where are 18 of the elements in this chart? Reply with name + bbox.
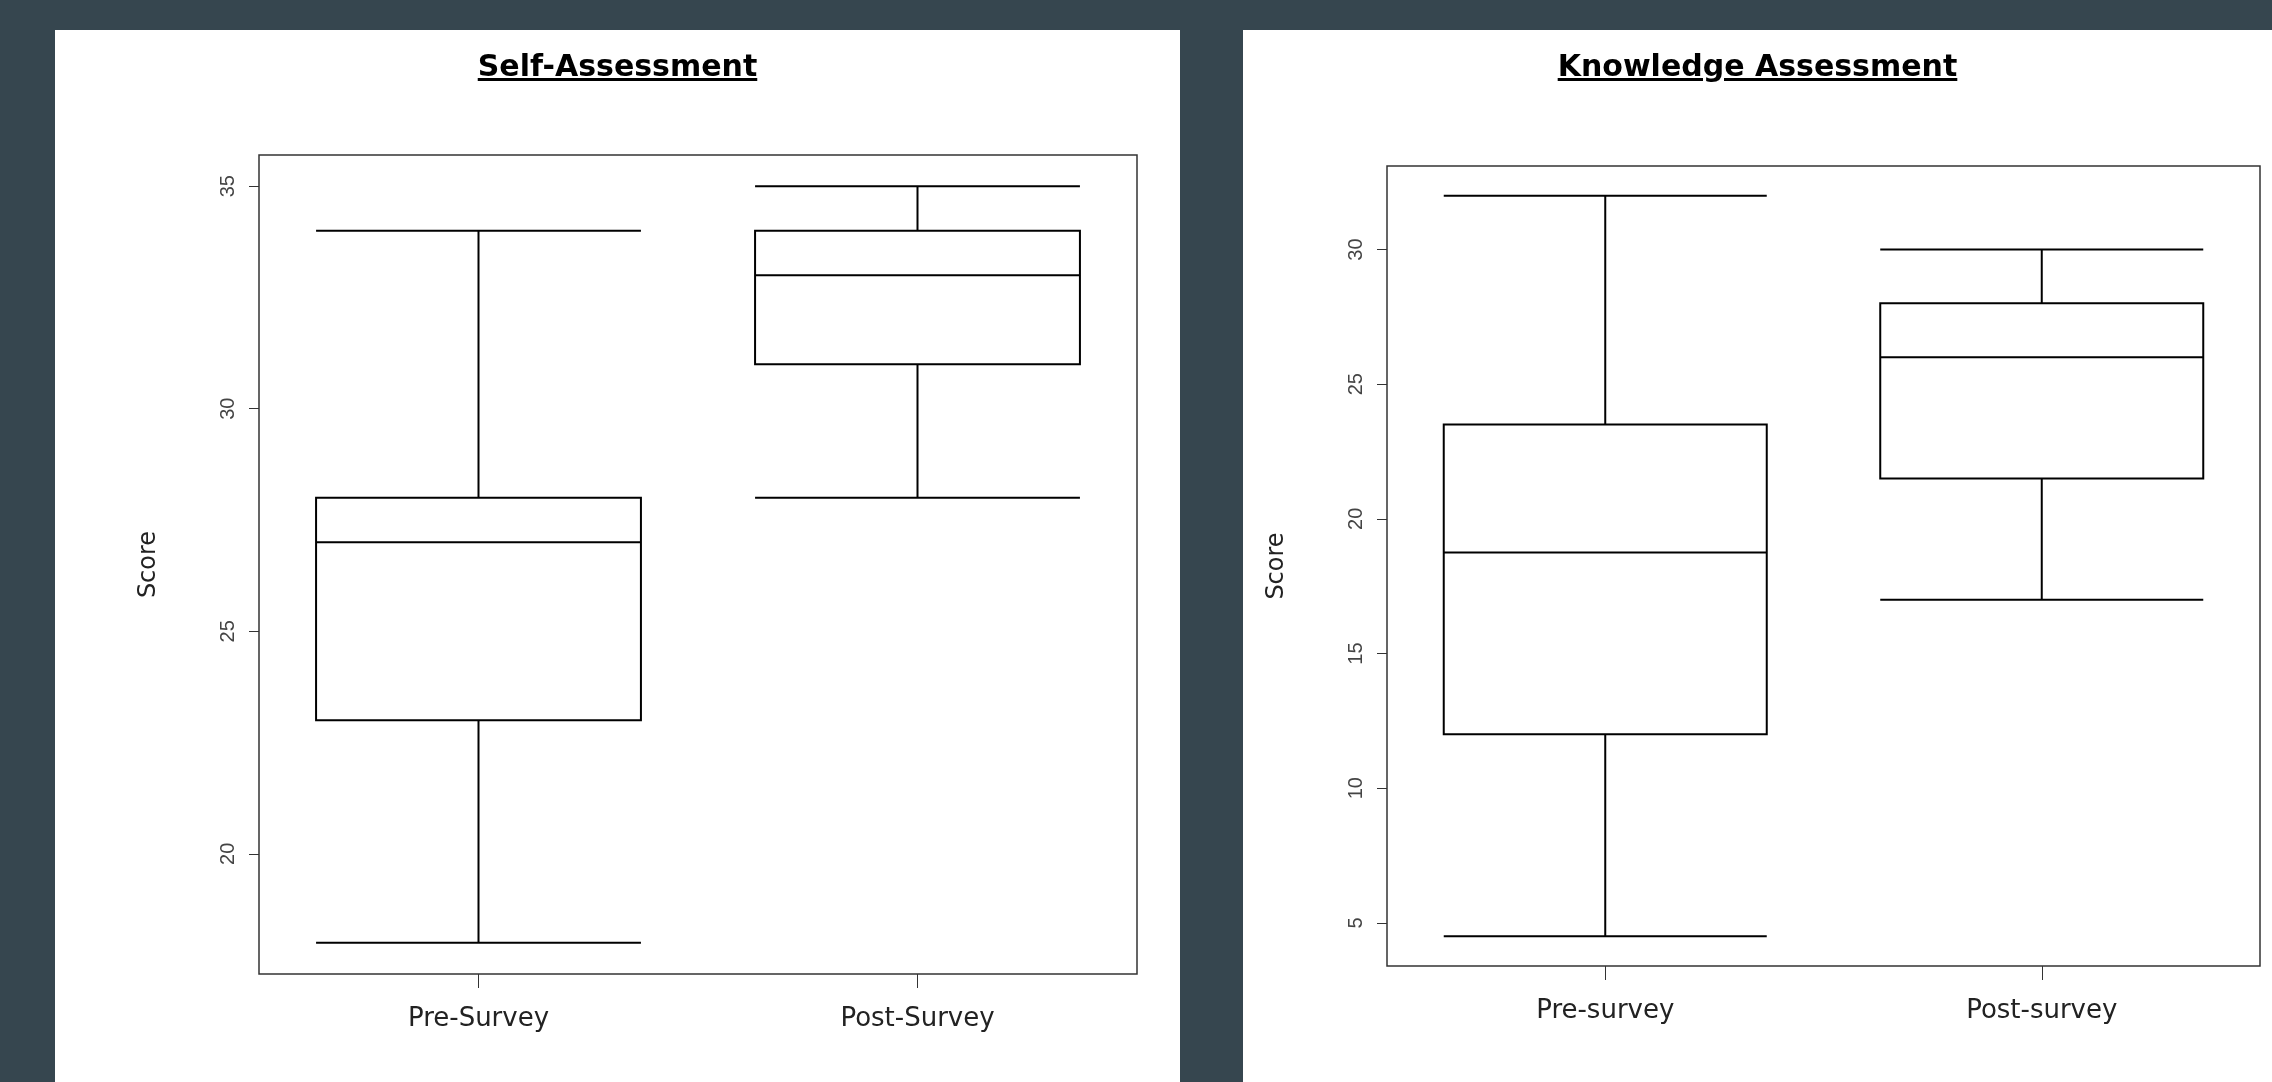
y-tick-label: 30 <box>1344 238 1366 261</box>
y-axis-title: Score <box>1261 532 1289 600</box>
x-tick-label: Pre-Survey <box>407 1002 550 1032</box>
y-tick-label: 35 <box>216 175 238 198</box>
y-tick-label: 25 <box>1344 373 1366 396</box>
y-tick-label: 15 <box>1344 642 1366 665</box>
y-tick-label: 10 <box>1344 777 1366 800</box>
y-tick-label: 20 <box>216 842 238 865</box>
chart-title: Self-Assessment <box>476 48 759 83</box>
x-tick-label: Post-survey <box>1966 994 2118 1024</box>
y-tick-label: 30 <box>216 397 238 420</box>
y-tick-label: 5 <box>1344 917 1366 929</box>
y-axis-title: Score <box>133 530 161 599</box>
x-tick-label: Pre-survey <box>1536 994 1675 1024</box>
y-tick-label: 20 <box>1344 507 1366 530</box>
x-tick-label: Post-Survey <box>840 1002 995 1032</box>
y-tick-label: 25 <box>216 620 238 643</box>
chart-title: Knowledge Assessment <box>1556 48 1959 83</box>
